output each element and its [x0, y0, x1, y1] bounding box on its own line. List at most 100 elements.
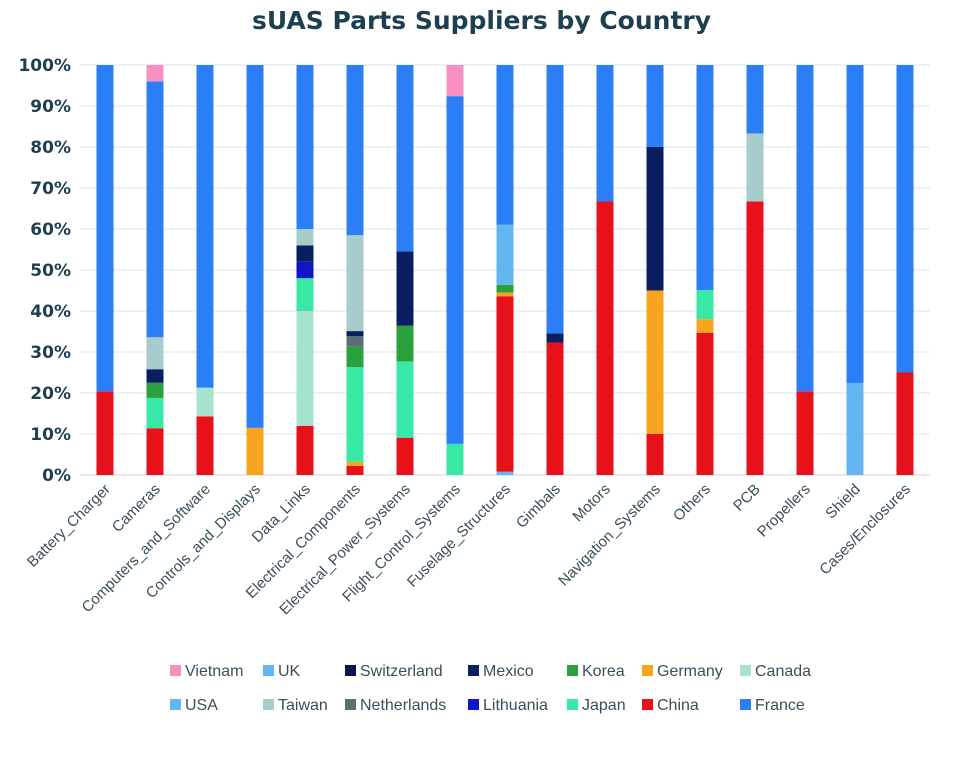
- y-tick-label: 20%: [30, 384, 71, 404]
- bar-segment-france: [146, 81, 164, 338]
- legend-label-switzerland: Switzerland: [360, 663, 443, 680]
- bar-segment-france: [446, 96, 464, 444]
- bar-segment-germany: [646, 290, 664, 434]
- bar-segment-germany: [346, 461, 364, 466]
- bar-segment-china: [796, 391, 814, 475]
- bar-segment-korea: [346, 346, 364, 368]
- chart-title: sUAS Parts Suppliers by Country: [251, 6, 712, 35]
- bar-segment-china: [646, 434, 664, 475]
- bar-segment-japan: [396, 361, 414, 438]
- bar-segment-france: [546, 65, 564, 334]
- x-tick-label: Others: [670, 481, 714, 525]
- legend-label-usa: USA: [185, 697, 218, 714]
- bar-segment-korea: [396, 325, 414, 362]
- bar-segment-france: [896, 65, 914, 373]
- bar-segment-china: [296, 425, 314, 475]
- bar-segment-france: [246, 65, 264, 428]
- legend-label-uk: UK: [278, 663, 301, 680]
- bar-segment-taiwan: [146, 337, 164, 370]
- y-tick-label: 0%: [42, 466, 71, 486]
- bar-segment-taiwan: [746, 133, 764, 202]
- legend-label-canada: Canada: [755, 663, 811, 680]
- x-tick-label: Battery_Charger: [24, 481, 114, 571]
- y-tick-label: 10%: [30, 425, 71, 445]
- bar-segment-france: [346, 65, 364, 236]
- bar-segment-taiwan: [346, 235, 364, 332]
- y-tick-label: 90%: [30, 97, 71, 117]
- legend-swatch-mexico: [468, 665, 479, 676]
- bar-segment-mexico: [546, 333, 564, 343]
- bar-segment-korea: [496, 284, 514, 293]
- legend-swatch-switzerland: [345, 665, 356, 676]
- legend-swatch-taiwan: [263, 699, 274, 710]
- y-tick-label: 30%: [30, 343, 71, 363]
- x-tick-label: Cases/Enclosures: [816, 481, 914, 579]
- bar-segment-vietnam: [446, 65, 464, 97]
- bar-segment-china: [96, 391, 114, 475]
- bar-segment-china: [346, 465, 364, 475]
- bar-segment-china: [396, 437, 414, 475]
- legend-swatch-lithuania: [468, 699, 479, 710]
- bar-segment-france: [196, 65, 214, 388]
- legend-label-china: China: [657, 697, 699, 714]
- bar-segment-mexico: [296, 245, 314, 262]
- bar-segment-france: [646, 65, 664, 147]
- y-tick-label: 80%: [30, 138, 71, 158]
- legend-swatch-netherlands: [345, 699, 356, 710]
- x-tick-label: PCB: [730, 481, 764, 515]
- y-tick-label: 40%: [30, 302, 71, 322]
- bar-segment-china: [146, 428, 164, 475]
- bar-segment-japan: [296, 278, 314, 311]
- bar-segment-france: [496, 65, 514, 225]
- bar-segment-china: [496, 296, 514, 472]
- bar-segment-taiwan: [296, 229, 314, 246]
- legend-swatch-japan: [567, 699, 578, 710]
- bar-segment-china: [896, 372, 914, 475]
- bar-segment-japan: [446, 443, 464, 475]
- bar-segment-france: [746, 65, 764, 134]
- legend-label-netherlands: Netherlands: [360, 697, 446, 714]
- y-tick-label: 50%: [30, 261, 71, 281]
- bar-segment-france: [596, 65, 614, 202]
- bar-segment-germany: [246, 427, 264, 475]
- bar-segment-vietnam: [146, 65, 164, 82]
- bar-segment-china: [546, 342, 564, 475]
- bar-segment-canada: [196, 387, 214, 417]
- bar-segment-uk: [846, 383, 864, 475]
- bar-segment-china: [196, 416, 214, 475]
- legend-swatch-usa: [170, 699, 181, 710]
- bar-segment-mexico: [646, 147, 664, 291]
- y-tick-label: 60%: [30, 220, 71, 240]
- x-tick-label: Shield: [822, 481, 864, 523]
- x-tick-label: Propellers: [754, 481, 814, 541]
- x-tick-label: Motors: [569, 481, 613, 525]
- bar-segment-canada: [296, 311, 314, 426]
- legend-label-korea: Korea: [582, 663, 625, 680]
- bar-segment-japan: [146, 397, 164, 429]
- legend-label-vietnam: Vietnam: [185, 663, 243, 680]
- legend-swatch-vietnam: [170, 665, 181, 676]
- legend-label-france: France: [755, 697, 805, 714]
- bar-segment-mexico: [396, 251, 414, 326]
- legend-label-mexico: Mexico: [483, 663, 534, 680]
- legend-swatch-canada: [740, 665, 751, 676]
- legend-label-japan: Japan: [582, 697, 626, 714]
- bar-segment-lithuania: [296, 261, 314, 279]
- legend-swatch-germany: [642, 665, 653, 676]
- legend-label-germany: Germany: [657, 663, 723, 680]
- legend-swatch-france: [740, 699, 751, 710]
- bar-segment-uk: [496, 224, 514, 285]
- bar-segment-mexico: [146, 369, 164, 383]
- legend-swatch-uk: [263, 665, 274, 676]
- bar-segment-china: [596, 201, 614, 475]
- bar-segment-france: [846, 65, 864, 384]
- bar-segment-netherlands: [346, 336, 364, 347]
- bar-segment-china: [696, 332, 714, 475]
- x-tick-label: Gimbals: [513, 481, 564, 532]
- bar-segment-japan: [696, 290, 714, 320]
- bar-segment-france: [696, 65, 714, 291]
- bar-segment-japan: [346, 367, 364, 462]
- bar-segment-germany: [496, 292, 514, 297]
- legend-label-lithuania: Lithuania: [483, 697, 548, 714]
